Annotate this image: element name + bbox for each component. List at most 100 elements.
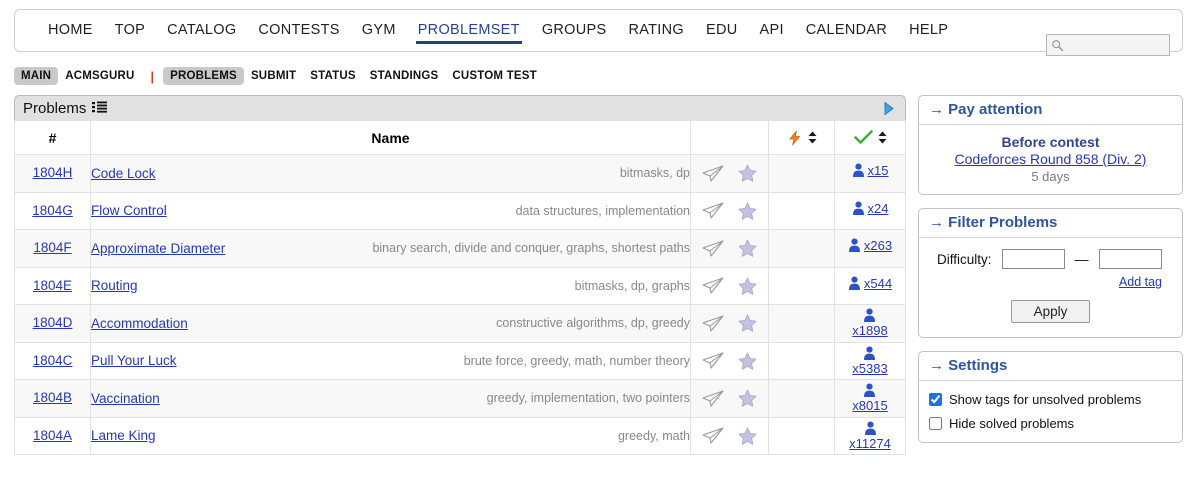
problem-id-link[interactable]: 1804D [32, 315, 73, 331]
problem-id-link[interactable]: 1804F [33, 240, 72, 256]
table-row: 1804C Pull Your Luck brute force, greedy, … [14, 341, 906, 380]
column-header-difficulty[interactable] [768, 120, 835, 155]
hide-solved-row[interactable]: Hide solved problems [929, 416, 1172, 431]
submit-plane-icon[interactable] [702, 390, 724, 407]
problem-id-cell: 1804C [14, 341, 91, 380]
solved-count-link[interactable]: x24 [867, 200, 889, 216]
column-header-id[interactable]: # [14, 120, 91, 155]
show-tags-row[interactable]: Show tags for unsolved problems [929, 392, 1172, 407]
sort-toggle-icon[interactable] [808, 131, 817, 144]
problem-name-link[interactable]: Vaccination [91, 390, 160, 406]
nav-item-rating[interactable]: RATING [628, 22, 684, 38]
problem-name-link[interactable]: Flow Control [91, 203, 167, 219]
problem-name-link[interactable]: Lame King [91, 428, 156, 444]
solved-count-link[interactable]: x11274 [849, 435, 891, 451]
solved-count-link[interactable]: x544 [863, 275, 893, 291]
nav-item-groups[interactable]: GROUPS [541, 22, 607, 38]
problem-id-link[interactable]: 1804B [32, 390, 73, 406]
solved-person-icon [864, 308, 876, 323]
nav-item-api[interactable]: API [759, 22, 784, 38]
subnav-item-acmsguru[interactable]: ACMSGURU [65, 70, 135, 82]
problem-id-cell: 1804D [14, 304, 91, 343]
problem-actions-cell [690, 341, 769, 380]
solved-count-link[interactable]: x15 [867, 163, 889, 179]
problem-name-cell: Routing bitmasks, dp, graphs [90, 266, 691, 305]
hide-solved-label[interactable]: Hide solved problems [949, 416, 1075, 431]
problem-solved-cell: x8015 [834, 379, 906, 418]
expand-arrow-icon[interactable] [880, 100, 897, 117]
problem-difficulty-cell [768, 379, 835, 418]
sort-toggle-icon[interactable] [878, 131, 887, 144]
problem-difficulty-cell [768, 304, 835, 343]
problem-id-link[interactable]: 1804G [32, 202, 73, 218]
solved-count-link[interactable]: x5383 [852, 360, 888, 376]
list-view-icon[interactable] [92, 101, 108, 115]
favorite-star-icon[interactable] [738, 239, 757, 258]
nav-item-edu[interactable]: EDU [705, 22, 738, 38]
search-box[interactable] [1046, 34, 1170, 56]
problem-id-cell: 1804G [14, 191, 91, 230]
submit-plane-icon[interactable] [702, 352, 724, 369]
column-header-solved[interactable] [834, 120, 906, 155]
solved-count-link[interactable]: x263 [863, 238, 893, 254]
subnav-item-problems[interactable]: PROBLEMS [163, 67, 244, 85]
problem-id-link[interactable]: 1804E [32, 277, 73, 293]
apply-button[interactable]: Apply [1010, 300, 1091, 323]
contest-link[interactable]: Codeforces Round 858 (Div. 2) [954, 151, 1147, 167]
nav-item-contests[interactable]: CONTESTS [258, 22, 340, 38]
arrow-right-icon: → [929, 357, 944, 374]
subnav-item-submit[interactable]: SUBMIT [250, 70, 297, 82]
problem-name-link[interactable]: Approximate Diameter [91, 240, 226, 256]
solved-count-link[interactable]: x1898 [852, 323, 888, 339]
show-tags-checkbox[interactable] [929, 393, 942, 406]
favorite-star-icon[interactable] [738, 427, 757, 445]
favorite-star-icon[interactable] [738, 389, 757, 408]
show-tags-label[interactable]: Show tags for unsolved problems [949, 392, 1142, 407]
problem-name-link[interactable]: Accommodation [91, 315, 188, 331]
submit-plane-icon[interactable] [702, 240, 724, 257]
nav-item-gym[interactable]: GYM [361, 22, 396, 38]
nav-item-top[interactable]: TOP [114, 22, 146, 38]
favorite-star-icon[interactable] [738, 277, 757, 295]
solved-count-link[interactable]: x8015 [852, 398, 888, 414]
problem-id-link[interactable]: 1804A [32, 427, 73, 443]
subnav-item-standings[interactable]: STANDINGS [369, 70, 439, 82]
problem-name-link[interactable]: Routing [91, 278, 138, 294]
favorite-star-icon[interactable] [738, 352, 757, 370]
subnav-item-main[interactable]: MAIN [14, 67, 59, 85]
problem-actions-cell [690, 266, 769, 305]
subnav-item-status[interactable]: STATUS [310, 70, 356, 82]
favorite-star-icon[interactable] [738, 202, 757, 220]
problem-name-link[interactable]: Code Lock [91, 165, 156, 181]
problem-id-link[interactable]: 1804H [32, 165, 73, 181]
add-tag-link[interactable]: Add tag [1118, 275, 1162, 289]
submit-plane-icon[interactable] [702, 315, 724, 332]
difficulty-min-input[interactable] [1001, 249, 1065, 269]
submit-plane-icon[interactable] [702, 165, 724, 182]
secondary-navigation-bar: MAIN ACMSGURU | PROBLEMS SUBMIT STATUS S… [14, 66, 1183, 86]
difficulty-label: Difficulty: [937, 251, 992, 267]
submit-plane-icon[interactable] [702, 202, 724, 219]
problem-name-cell: Approximate Diameter binary search, divid… [90, 229, 691, 268]
nav-item-catalog[interactable]: CATALOG [167, 22, 237, 38]
nav-item-problemset[interactable]: PROBLEMSET [407, 9, 531, 51]
favorite-star-icon[interactable] [738, 314, 757, 333]
difficulty-max-input[interactable] [1098, 249, 1162, 269]
submit-plane-icon[interactable] [702, 277, 724, 294]
problem-id-cell: 1804A [14, 416, 91, 455]
subnav-item-custom-test[interactable]: CUSTOM TEST [452, 70, 537, 82]
submit-plane-icon[interactable] [702, 427, 724, 444]
hide-solved-checkbox[interactable] [929, 417, 942, 430]
column-header-actions [690, 120, 769, 155]
nav-item-help[interactable]: HELP [909, 22, 949, 38]
search-input[interactable] [1064, 38, 1165, 52]
table-row: 1804F Approximate Diameter binary search, … [14, 229, 906, 268]
table-row: 1804H Code Lock bitmasks, dp x15 [14, 154, 906, 193]
nav-item-home[interactable]: HOME [48, 22, 93, 38]
favorite-star-icon[interactable] [738, 164, 757, 183]
problem-name-link[interactable]: Pull Your Luck [91, 353, 177, 369]
problem-actions-cell [690, 229, 769, 268]
nav-item-calendar[interactable]: CALENDAR [805, 22, 888, 38]
problem-id-link[interactable]: 1804C [32, 352, 73, 368]
